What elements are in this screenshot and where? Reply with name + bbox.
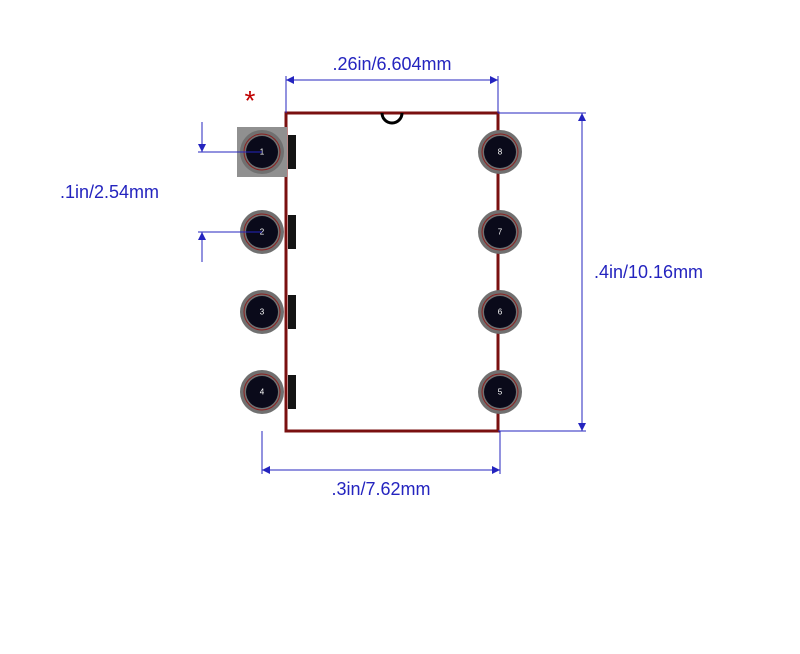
ic-body [286, 113, 498, 431]
pin-8: 8 [478, 130, 522, 174]
pin1-star-icon: * [245, 85, 256, 116]
svg-text:7: 7 [498, 228, 503, 237]
ic-leads [288, 135, 496, 409]
pin-3: 3 [240, 290, 284, 334]
dim-top-label: .26in/6.604mm [332, 54, 451, 74]
svg-text:6: 6 [498, 308, 503, 317]
pin-6: 6 [478, 290, 522, 334]
pin-7: 7 [478, 210, 522, 254]
pin-4: 4 [240, 370, 284, 414]
dim-right-label: .4in/10.16mm [594, 262, 703, 282]
dim-bottom-label: .3in/7.62mm [331, 479, 430, 499]
svg-text:3: 3 [260, 308, 265, 317]
pin-5: 5 [478, 370, 522, 414]
svg-text:4: 4 [260, 388, 265, 397]
dim-left-label: .1in/2.54mm [60, 182, 159, 202]
svg-text:8: 8 [498, 148, 503, 157]
svg-text:5: 5 [498, 388, 503, 397]
ic-pins: 12345678 [237, 127, 522, 414]
